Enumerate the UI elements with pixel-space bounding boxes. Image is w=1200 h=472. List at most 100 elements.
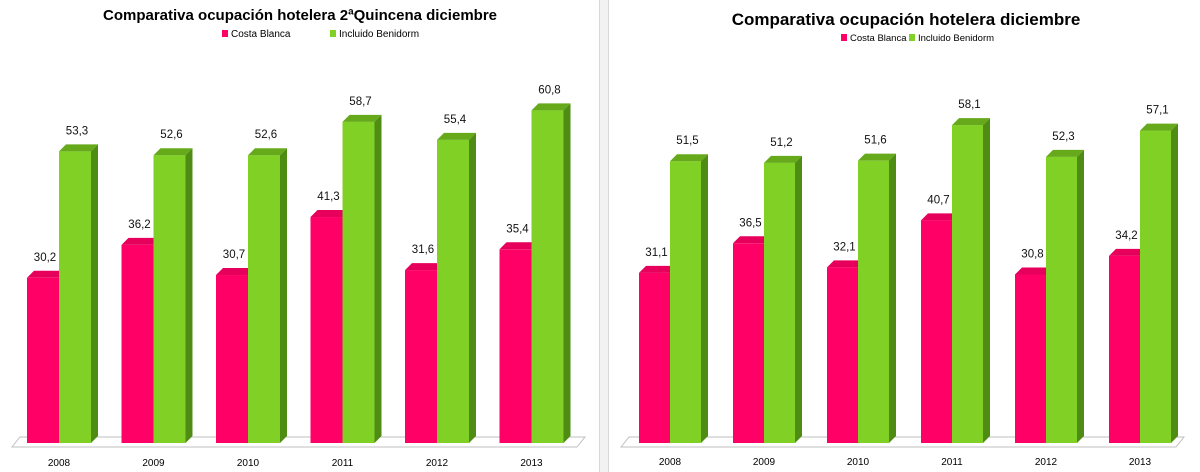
bar-incluido-benidorm-2012 — [1046, 149, 1084, 443]
bar-top — [531, 103, 571, 111]
x-tick-label: 2012 — [426, 458, 449, 469]
bar-side — [889, 153, 896, 443]
legend-swatch-costa-blanca — [841, 34, 847, 41]
data-label: 30,7 — [223, 249, 245, 261]
data-label: 57,1 — [1146, 105, 1168, 117]
data-label: 34,2 — [1115, 230, 1137, 242]
bar-top — [1015, 267, 1053, 275]
bar-side — [795, 155, 802, 443]
data-label: 53,3 — [66, 125, 88, 137]
bar-top — [1109, 248, 1147, 256]
bar-front — [1109, 255, 1140, 443]
data-label: 41,3 — [317, 191, 339, 203]
data-label: 32,1 — [833, 241, 855, 253]
bar-incluido-benidorm-2011 — [952, 118, 990, 444]
chart-floor — [10, 436, 587, 448]
x-tick-label: 2011 — [332, 458, 354, 469]
legend-swatch-incluido-benidorm — [909, 34, 915, 41]
bar-front — [733, 243, 764, 443]
bar-incluido-benidorm-2008 — [59, 144, 98, 443]
data-label: 30,8 — [1021, 248, 1043, 260]
bar-front — [342, 121, 375, 443]
x-tick-label: 2010 — [237, 458, 260, 469]
bar-top — [733, 236, 771, 244]
bar-top — [639, 265, 677, 273]
bar-incluido-benidorm-2008 — [670, 154, 708, 443]
bar-incluido-benidorm-2009 — [153, 148, 193, 443]
chart-panel-right: Comparativa ocupación hotelera diciembre… — [608, 0, 1200, 472]
data-label: 31,6 — [412, 244, 434, 256]
data-label: 58,1 — [958, 99, 980, 111]
bar-incluido-benidorm-2011 — [342, 114, 382, 443]
bar-front — [121, 244, 154, 443]
bar-top — [827, 260, 865, 268]
bar-front — [827, 267, 858, 443]
bar-incluido-benidorm-2013 — [531, 103, 571, 443]
chart-title: Comparativa ocupación hotelera 2ªQuincen… — [103, 7, 497, 24]
bar-front — [405, 270, 437, 443]
data-label: 30,2 — [34, 252, 56, 264]
bar-front — [59, 151, 91, 443]
data-label: 52,6 — [255, 129, 277, 141]
bar-top — [310, 210, 350, 218]
data-label: 51,2 — [770, 137, 792, 149]
legend-swatch-incluido-benidorm — [330, 30, 336, 37]
bar-top — [764, 155, 802, 163]
legend-swatch-costa-blanca — [222, 30, 228, 37]
x-tick-label: 2008 — [48, 458, 71, 469]
legend-label: Costa Blanca — [850, 33, 907, 44]
bar-side — [983, 118, 990, 444]
bar-front — [670, 161, 701, 443]
bar-front — [531, 110, 564, 443]
bar-incluido-benidorm-2009 — [764, 155, 802, 443]
bar-side — [563, 103, 571, 443]
bar-side — [701, 154, 708, 443]
bar-front — [310, 217, 343, 443]
bar-side — [280, 148, 287, 443]
x-tick-label: 2013 — [1129, 457, 1152, 468]
bar-front — [437, 139, 469, 443]
data-label: 40,7 — [927, 194, 949, 206]
bar-incluido-benidorm-2013 — [1140, 123, 1178, 444]
data-label: 58,7 — [349, 96, 371, 108]
x-tick-label: 2008 — [659, 457, 682, 468]
bar-top — [153, 148, 193, 156]
data-label: 52,3 — [1052, 131, 1074, 143]
bar-top — [858, 153, 896, 161]
x-tick-label: 2012 — [1035, 457, 1058, 468]
bar-side — [1077, 149, 1084, 443]
bar-top — [921, 213, 959, 221]
bar-side — [185, 148, 193, 443]
data-label: 36,5 — [739, 217, 761, 229]
bar-front — [1140, 130, 1171, 443]
bar-front — [921, 220, 952, 443]
bar-front — [248, 155, 280, 443]
bar-front — [153, 155, 186, 443]
chart-right: Comparativa ocupación hotelera diciembre… — [619, 10, 1186, 468]
data-label: 55,4 — [444, 114, 467, 126]
bar-incluido-benidorm-2010 — [248, 148, 287, 443]
panel-divider — [600, 0, 608, 472]
bar-top — [499, 242, 539, 250]
bar-front — [27, 277, 59, 443]
bar-top — [1140, 123, 1178, 131]
bar-side — [91, 144, 98, 443]
bar-front — [1046, 156, 1077, 443]
bar-top — [216, 268, 255, 276]
legend-label: Costa Blanca — [231, 29, 291, 40]
data-label: 51,6 — [864, 135, 886, 147]
data-label: 31,1 — [645, 247, 667, 259]
chart-left: Comparativa ocupación hotelera 2ªQuincen… — [10, 7, 587, 469]
bar-top — [670, 154, 708, 162]
chart-panel-left: Comparativa ocupación hotelera 2ªQuincen… — [10, 0, 600, 472]
x-tick-label: 2009 — [753, 457, 776, 468]
bar-front — [639, 272, 670, 443]
chart-title: Comparativa ocupación hotelera diciembre — [732, 10, 1081, 29]
bar-side — [1171, 123, 1178, 444]
bar-side — [374, 114, 382, 443]
bar-front — [1015, 274, 1046, 443]
bar-front — [499, 249, 532, 443]
bar-incluido-benidorm-2010 — [858, 153, 896, 443]
bar-top — [59, 144, 98, 152]
data-label: 36,2 — [128, 219, 150, 231]
